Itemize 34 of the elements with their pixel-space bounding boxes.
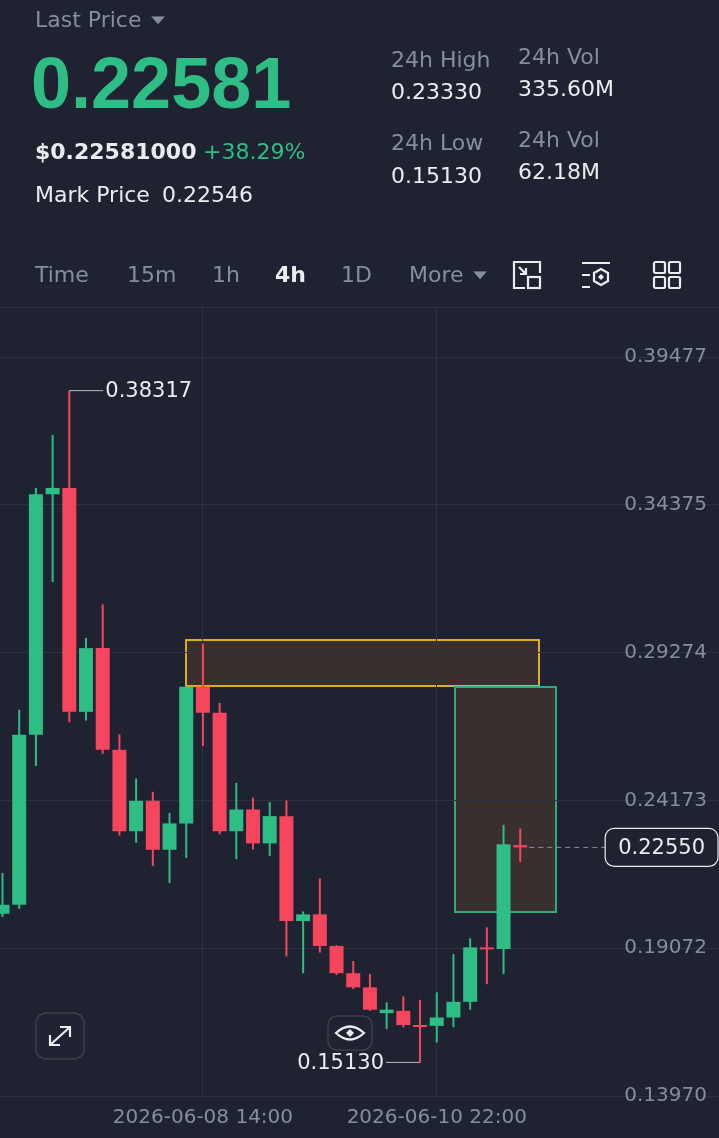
text: 335.60M [518, 76, 614, 102]
ref-line-label: 0.22550 [618, 834, 705, 859]
candlestick [45, 434, 60, 583]
text: 24h High [391, 47, 491, 73]
text: Mark Price [35, 182, 150, 208]
text: 1D [341, 262, 372, 288]
annotation: 0.15130 [297, 1049, 385, 1074]
text: More [409, 262, 464, 288]
text: 0.23330 [391, 79, 482, 105]
y-tick-label: 0.24173 [624, 786, 707, 811]
text: 15m [127, 262, 177, 288]
x-tick-label: 2026-06-08 14:00 [112, 1104, 294, 1129]
text: 24h Low [391, 130, 484, 156]
candlestick [413, 999, 428, 1063]
text: 24h Vol [518, 127, 600, 153]
text: $0.22581000 [35, 139, 197, 165]
text: 0.22581 [31, 41, 292, 125]
text: Time [35, 262, 89, 288]
text: 4h [275, 262, 306, 288]
y-tick-label: 0.13970 [624, 1082, 707, 1107]
annotation: 0.38317 [105, 378, 193, 403]
text: +38.29% [203, 139, 306, 165]
y-tick-label: 0.19072 [624, 934, 707, 959]
text: 62.18M [518, 159, 600, 185]
x-tick-label: 2026-06-10 22:00 [346, 1104, 527, 1129]
y-tick-label: 0.29274 [624, 638, 707, 663]
text: Last Price [35, 7, 142, 33]
text: 0.22546 [162, 182, 253, 208]
y-tick-label: 0.34375 [624, 491, 707, 516]
text: 0.15130 [391, 163, 482, 189]
text: 1h [212, 262, 240, 288]
y-tick-label: 0.39477 [624, 343, 707, 368]
candlestick [479, 927, 494, 985]
text: 24h Vol [518, 44, 600, 70]
